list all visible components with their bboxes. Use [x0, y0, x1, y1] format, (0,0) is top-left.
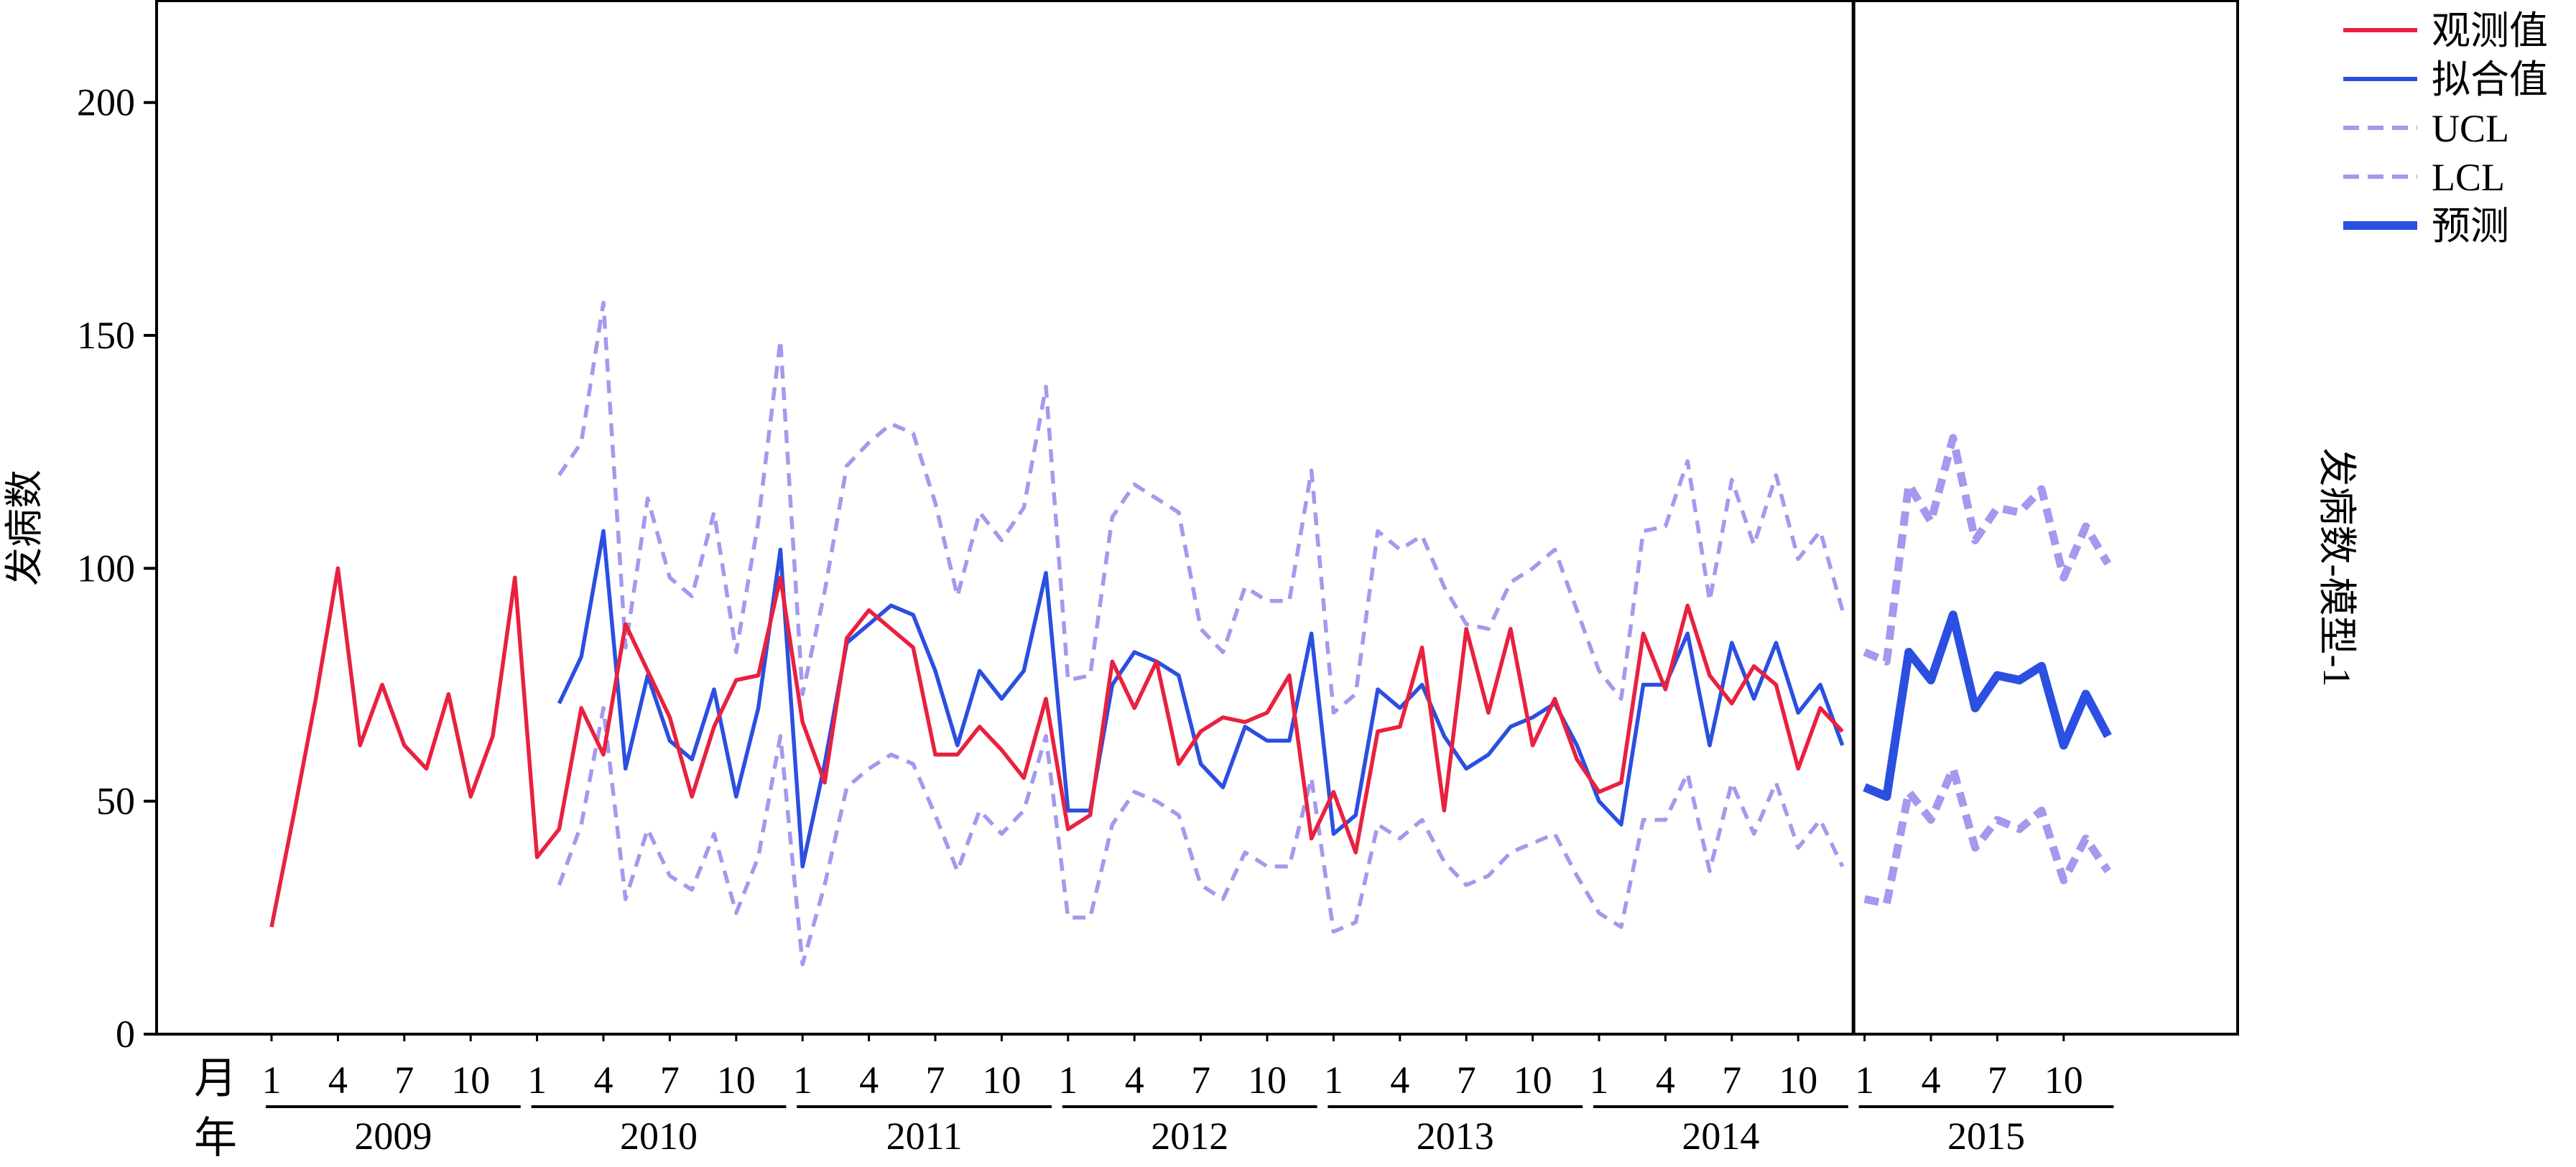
- y-axis-title: 发病数: [3, 470, 46, 586]
- month-tick-label: 4: [1390, 1059, 1409, 1102]
- y-tick-label: 50: [96, 780, 135, 823]
- series-line-forecast-ucl: [1863, 434, 2112, 666]
- y-tick-label: 0: [116, 1013, 135, 1056]
- month-tick-label: 10: [1514, 1059, 1552, 1102]
- month-tick-label: 1: [527, 1059, 547, 1102]
- y-tick-label: 200: [77, 81, 135, 124]
- month-tick-label: 7: [1722, 1059, 1741, 1102]
- month-tick-label: 10: [982, 1059, 1021, 1102]
- month-tick-label: 4: [1922, 1059, 1941, 1102]
- year-row-label: 年: [194, 1115, 237, 1162]
- year-label: 2015: [1947, 1115, 2025, 1158]
- month-tick-label: 10: [1779, 1059, 1817, 1102]
- month-tick-label: 10: [717, 1059, 756, 1102]
- month-tick-label: 4: [594, 1059, 613, 1102]
- legend-label: LCL: [2432, 156, 2505, 199]
- year-label: 2014: [1682, 1115, 1759, 1158]
- month-tick-label: 10: [2044, 1059, 2083, 1102]
- month-tick-label: 4: [1656, 1059, 1675, 1102]
- series-layer: [269, 300, 2112, 967]
- month-tick-label: 1: [262, 1059, 282, 1102]
- legend-label: 拟合值: [2432, 58, 2548, 101]
- year-label: 2009: [354, 1115, 432, 1158]
- month-tick-label: 7: [1457, 1059, 1476, 1102]
- month-tick-label: 7: [1988, 1059, 2007, 1102]
- series-line-lcl: [557, 706, 1845, 967]
- series-line-forecast-lcl: [1863, 764, 2111, 908]
- year-label: 2011: [886, 1115, 963, 1158]
- y-tick-label: 100: [77, 547, 135, 590]
- month-tick-label: 1: [1058, 1059, 1078, 1102]
- month-tick-label: 1: [1855, 1059, 1874, 1102]
- y-tick-label: 150: [77, 314, 135, 357]
- month-tick-label: 10: [451, 1059, 490, 1102]
- month-tick-label: 7: [394, 1059, 414, 1102]
- series-line-observed: [269, 566, 1844, 928]
- month-tick-label: 4: [1125, 1059, 1144, 1102]
- month-tick-label: 4: [859, 1059, 879, 1102]
- month-tick-label: 7: [660, 1059, 680, 1102]
- year-label: 2013: [1417, 1115, 1494, 1158]
- month-tick-label: 1: [1324, 1059, 1343, 1102]
- legend-label: UCL: [2432, 107, 2509, 150]
- month-tick-label: 10: [1248, 1059, 1287, 1102]
- month-tick-label: 1: [1590, 1059, 1609, 1102]
- month-row-label: 月: [194, 1055, 237, 1102]
- plot-frame: [155, 0, 2239, 1036]
- month-tick-label: 4: [328, 1059, 348, 1102]
- series-line-forecast: [1863, 610, 2112, 801]
- right-axis-title: 发病数-模型-1: [2315, 448, 2358, 687]
- month-tick-label: 7: [926, 1059, 945, 1102]
- axes-layer: 0 50 100 150 200 1 4 7 10 2009 1 4 7 10 2010 1 4 7 10 2011 1…: [77, 0, 2239, 1158]
- month-tick-label: 1: [793, 1059, 812, 1102]
- legend-label: 预测: [2432, 205, 2509, 248]
- year-label: 2012: [1151, 1115, 1228, 1158]
- series-line-fitted: [557, 529, 1845, 869]
- legend-label: 观测值: [2432, 9, 2548, 52]
- year-label: 2010: [620, 1115, 698, 1158]
- month-tick-label: 7: [1191, 1059, 1210, 1102]
